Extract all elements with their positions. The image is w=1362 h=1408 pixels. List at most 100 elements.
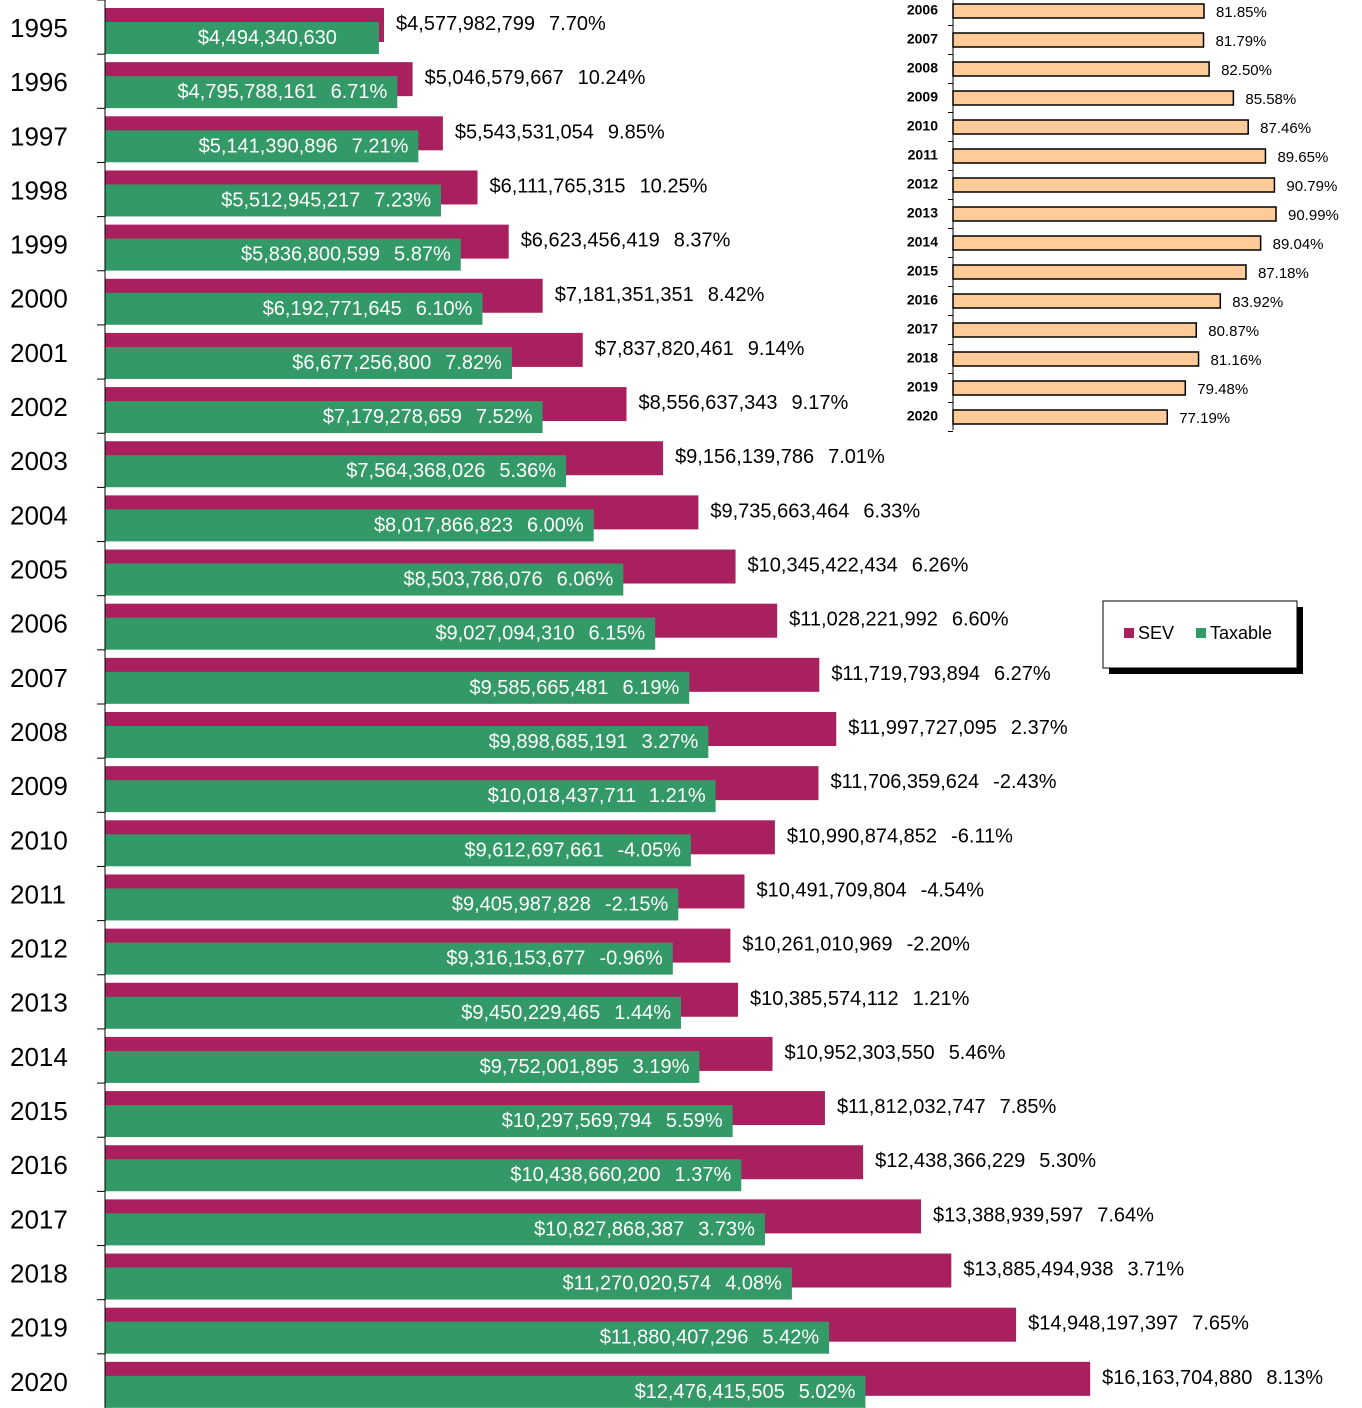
value-label: $11,997,727,095 [848,717,997,739]
y-tick-label: 2017 [907,321,938,337]
data-label: $9,612,697,661 -4.05% [464,840,681,862]
data-label: 82.50% [1221,62,1272,79]
data-label: 87.18% [1258,265,1309,282]
change-label: 10.25% [640,176,708,198]
data-label: $13,388,939,597 7.64% [933,1205,1154,1227]
change-label: 7.65% [1192,1313,1249,1335]
value-label: $5,512,945,217 [221,190,360,212]
data-label: $5,512,945,217 7.23% [221,190,431,212]
value-label: $11,812,032,747 [837,1096,986,1118]
data-label: $10,990,874,852 -6.11% [787,826,1013,848]
change-label: 3.27% [642,731,699,753]
bar [105,996,681,1029]
y-tick-label: 2006 [907,2,938,18]
data-label: 87.46% [1260,120,1311,137]
change-label: 9.17% [792,392,849,414]
bar [105,780,716,813]
value-label: $7,179,278,659 [323,406,462,428]
value-label: $8,556,637,343 [639,392,778,414]
bar [105,130,419,163]
bar [952,61,1210,77]
value-label: $6,192,771,645 [263,298,402,320]
change-label: 5.30% [1039,1151,1096,1173]
value-label: $11,880,407,296 [600,1327,749,1349]
data-label: $8,503,786,076 6.06% [404,569,614,591]
value-label: $10,491,709,804 [756,880,906,902]
bar [952,177,1276,193]
bar [952,32,1205,48]
value-label: $10,990,874,852 [787,826,937,848]
y-tick-label: 2012 [907,176,938,192]
bar [105,563,624,596]
y-tick-label: 2013 [10,988,68,1018]
change-label: 10.24% [578,67,646,89]
bar [105,238,461,271]
value-label: $13,388,939,597 [933,1205,1083,1227]
value-label: $5,046,579,667 [425,67,564,89]
change-label: -6.11% [951,826,1013,848]
change-label: 5.59% [666,1110,723,1132]
bar [105,401,543,434]
value-label: $11,028,221,992 [789,609,938,631]
value-label: $7,181,351,351 [555,284,694,306]
value-label: $9,027,094,310 [435,623,574,645]
data-label: $5,141,390,896 7.21% [199,136,409,158]
bar [105,76,398,109]
value-label: $9,898,685,191 [489,731,628,753]
change-label: 7.85% [1000,1096,1057,1118]
y-tick-label: 2006 [10,609,68,639]
data-label: $6,623,456,419 8.37% [521,230,731,252]
data-label: $7,179,278,659 7.52% [323,406,533,428]
y-tick-label: 2003 [10,446,68,476]
bar [105,455,567,488]
data-label: $14,948,197,397 7.65% [1028,1313,1249,1335]
change-label: 1.44% [614,1002,671,1024]
value-label: $6,111,765,315 [490,176,626,198]
data-label: $10,018,437,711 1.21% [488,785,706,807]
y-tick-label: 2016 [907,292,938,308]
data-label: $10,438,660,200 1.37% [510,1165,731,1187]
data-label: $11,270,020,574 4.08% [563,1273,783,1295]
change-label: 6.00% [527,515,584,537]
data-label: $4,795,788,161 6.71% [178,81,388,103]
bar [105,1159,742,1192]
y-tick-label: 2007 [10,663,68,693]
data-label: $8,017,866,823 6.00% [374,515,584,537]
y-tick-label: 2016 [10,1150,68,1180]
value-label: $5,141,390,896 [199,136,338,158]
change-label: -2.43% [993,771,1057,793]
bar [952,90,1235,106]
value-label: $10,827,868,387 [534,1219,684,1241]
data-label: $9,898,685,191 3.27% [489,731,699,753]
data-label: 81.16% [1211,352,1262,369]
value-label: $4,494,340,630 [198,27,337,49]
data-label: 81.85% [1216,4,1267,21]
change-label: 6.27% [994,663,1051,685]
y-tick-label: 1995 [10,13,68,43]
y-tick-label: 2009 [10,771,68,801]
bar [105,22,379,54]
value-label: $10,952,303,550 [785,1042,935,1064]
value-label: $5,543,531,054 [455,122,594,144]
data-label: $9,405,987,828 -2.15% [452,894,669,916]
y-tick-label: 2002 [10,392,68,422]
value-label: $8,503,786,076 [404,569,543,591]
bar [105,1105,733,1138]
bar [105,671,690,704]
y-tick-label: 2014 [907,234,938,250]
bar [105,1267,792,1300]
y-tick-label: 2019 [10,1313,68,1343]
change-label: 4.08% [725,1273,782,1295]
change-label: 6.06% [557,569,614,591]
change-label: 8.13% [1266,1367,1323,1389]
change-label: 6.15% [588,623,645,645]
data-label: 81.79% [1216,33,1267,50]
data-label: 80.87% [1208,323,1259,340]
value-label: $4,795,788,161 [178,81,317,103]
change-label: 9.85% [608,122,665,144]
data-label: $9,585,665,481 6.19% [469,677,679,699]
data-label: $11,812,032,747 7.85% [837,1096,1057,1118]
data-label: $5,543,531,054 9.85% [455,122,665,144]
bar [952,235,1262,251]
change-label: -0.96% [599,948,663,970]
